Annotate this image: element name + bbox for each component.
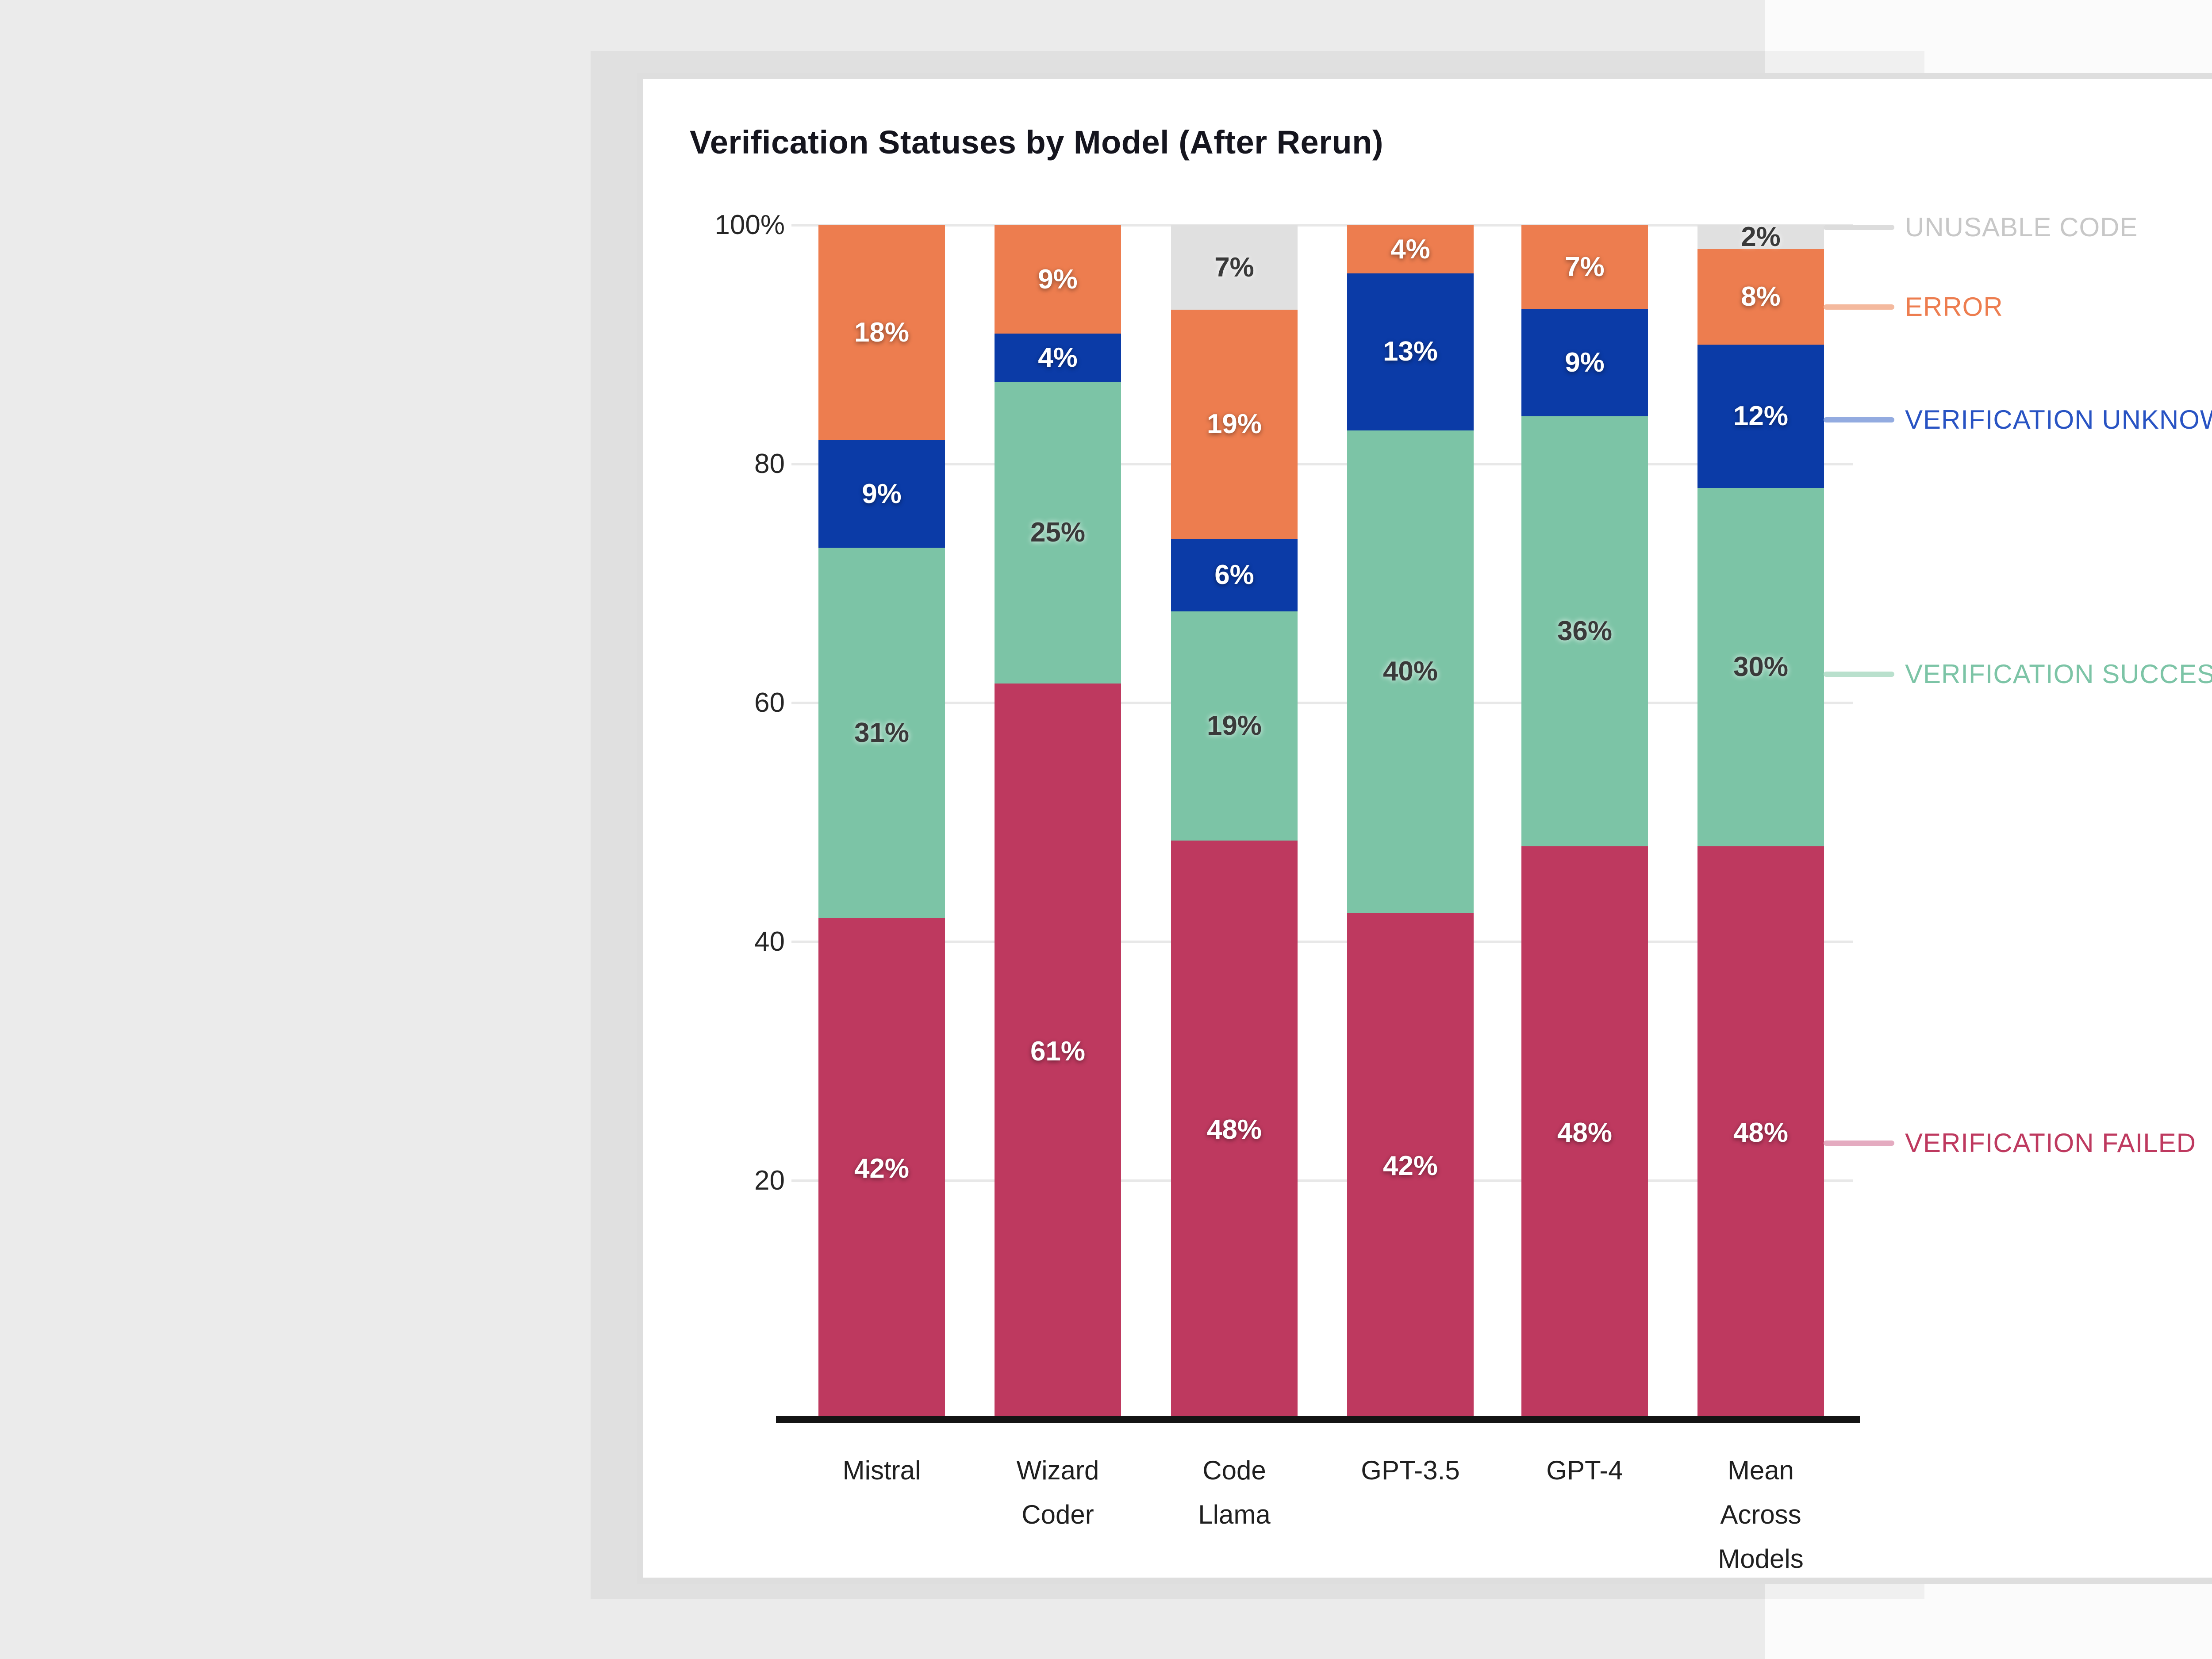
legend-connector-line bbox=[1824, 1141, 1894, 1146]
segment-error: 18% bbox=[818, 225, 945, 440]
segment-value-label: 13% bbox=[1382, 336, 1438, 367]
segment-verification-failed: 48% bbox=[1697, 846, 1824, 1420]
segment-value-label: 9% bbox=[862, 478, 902, 509]
y-tick-80: 80 bbox=[754, 449, 785, 479]
y-tick-40: 40 bbox=[754, 926, 785, 957]
segment-verification-unknown: 9% bbox=[818, 440, 945, 548]
legend-label: ERROR bbox=[1905, 292, 2003, 322]
legend-label: VERIFICATION UNKNOWN bbox=[1905, 405, 2212, 434]
segment-verification-unknown: 9% bbox=[1521, 309, 1648, 416]
segment-value-label: 48% bbox=[1206, 1114, 1262, 1145]
y-tick-60: 60 bbox=[754, 687, 785, 718]
x-tick-wizard-coder: Wizard Coder bbox=[1016, 1455, 1099, 1529]
bar-gpt-4: 48% 36% 9% 7% bbox=[1521, 225, 1648, 1420]
legend-label: VERIFICATION FAILED bbox=[1905, 1128, 2196, 1158]
segment-unusable-code: 7% bbox=[1171, 225, 1298, 310]
legend-connector-line bbox=[1824, 304, 1894, 310]
segment-verification-successful: 19% bbox=[1171, 611, 1298, 841]
segment-value-label: 36% bbox=[1557, 616, 1613, 646]
gridline-20 bbox=[791, 1179, 1853, 1182]
segment-verification-successful: 31% bbox=[818, 548, 945, 918]
segment-verification-failed: 48% bbox=[1171, 840, 1298, 1420]
segment-value-label: 4% bbox=[1038, 342, 1078, 373]
chart-title: Verification Statuses by Model (After Re… bbox=[690, 124, 1384, 161]
segment-value-label: 40% bbox=[1382, 656, 1438, 687]
segment-value-label: 7% bbox=[1214, 252, 1254, 283]
segment-error: 19% bbox=[1171, 309, 1298, 539]
segment-verification-unknown: 6% bbox=[1171, 539, 1298, 611]
x-tick-gpt-4: GPT-4 bbox=[1546, 1455, 1623, 1485]
segment-error: 4% bbox=[1347, 225, 1474, 274]
segment-value-label: 2% bbox=[1741, 222, 1781, 252]
gridline-40 bbox=[791, 941, 1853, 943]
bar-mean-across-models: 48% 30% 12% 8% 2% bbox=[1697, 222, 1824, 1420]
segment-verification-unknown: 4% bbox=[995, 334, 1121, 382]
gridline-60 bbox=[791, 702, 1853, 704]
segment-value-label: 42% bbox=[1382, 1151, 1438, 1182]
segment-value-label: 9% bbox=[1565, 347, 1605, 378]
segment-verification-successful: 25% bbox=[995, 382, 1121, 684]
bar-wizard-coder: 61% 25% 4% 9% bbox=[995, 225, 1121, 1420]
segment-verification-failed: 42% bbox=[1347, 913, 1474, 1420]
chart-card: Verification Statuses by Model (After Re… bbox=[637, 73, 2212, 1584]
y-tick-100: 100% bbox=[714, 210, 785, 240]
segment-value-label: 19% bbox=[1206, 710, 1262, 741]
segment-value-label: 31% bbox=[854, 717, 910, 748]
segment-value-label: 48% bbox=[1733, 1118, 1789, 1148]
chart-card-inner: Verification Statuses by Model (After Re… bbox=[643, 79, 2212, 1578]
segment-value-label: 42% bbox=[854, 1153, 910, 1184]
segment-verification-successful: 40% bbox=[1347, 430, 1474, 913]
bar-gpt-3-5: 42% 40% 13% 4% bbox=[1347, 225, 1474, 1420]
legend-label: VERIFICATION SUCCESSFUL bbox=[1905, 659, 2212, 689]
legend-connector-line bbox=[1824, 225, 1894, 230]
legend-connector-line bbox=[1824, 417, 1894, 422]
segment-value-label: 9% bbox=[1038, 264, 1078, 295]
segment-value-label: 7% bbox=[1565, 251, 1605, 282]
segment-value-label: 48% bbox=[1557, 1118, 1613, 1148]
segment-value-label: 30% bbox=[1733, 652, 1789, 682]
gridline-100 bbox=[791, 224, 1853, 227]
segment-error: 9% bbox=[995, 225, 1121, 334]
x-tick-code-llama: Code Llama bbox=[1198, 1455, 1271, 1529]
gridline-80 bbox=[791, 463, 1853, 465]
x-axis-line bbox=[776, 1416, 1860, 1423]
segment-value-label: 4% bbox=[1390, 234, 1430, 265]
bar-mistral: 42% 31% 9% 18% bbox=[818, 225, 945, 1420]
segment-unusable-code: 2% bbox=[1697, 222, 1824, 252]
segment-value-label: 6% bbox=[1214, 559, 1254, 590]
plot-area: 42% 31% 9% 18% 61% 25% 4% 9% 48% 19% 6% 19% 7% 42% 40%… bbox=[791, 222, 1853, 1420]
legend-connector-line bbox=[1824, 672, 1894, 677]
segment-value-label: 8% bbox=[1741, 281, 1781, 312]
segment-value-label: 61% bbox=[1030, 1036, 1086, 1067]
segment-verification-unknown: 13% bbox=[1347, 273, 1474, 430]
legend-label: UNUSABLE CODE bbox=[1905, 212, 2138, 242]
segment-verification-successful: 36% bbox=[1521, 416, 1648, 846]
segment-value-label: 25% bbox=[1030, 517, 1086, 548]
y-tick-20: 20 bbox=[754, 1165, 785, 1196]
segment-verification-unknown: 12% bbox=[1697, 345, 1824, 488]
segment-value-label: 18% bbox=[854, 317, 910, 348]
x-tick-mean-across-models: Mean Across Models bbox=[1718, 1455, 1804, 1574]
segment-value-label: 12% bbox=[1733, 401, 1789, 431]
segment-value-label: 19% bbox=[1206, 409, 1262, 440]
x-tick-gpt-3-5: GPT-3.5 bbox=[1361, 1455, 1460, 1485]
bar-code-llama: 48% 19% 6% 19% 7% bbox=[1171, 225, 1298, 1420]
x-tick-mistral: Mistral bbox=[842, 1455, 921, 1485]
segment-verification-failed: 48% bbox=[1521, 846, 1648, 1420]
segment-error: 8% bbox=[1697, 249, 1824, 345]
segment-verification-failed: 42% bbox=[818, 918, 945, 1420]
segment-error: 7% bbox=[1521, 225, 1648, 309]
segment-verification-successful: 30% bbox=[1697, 488, 1824, 846]
segment-verification-failed: 61% bbox=[995, 684, 1121, 1420]
